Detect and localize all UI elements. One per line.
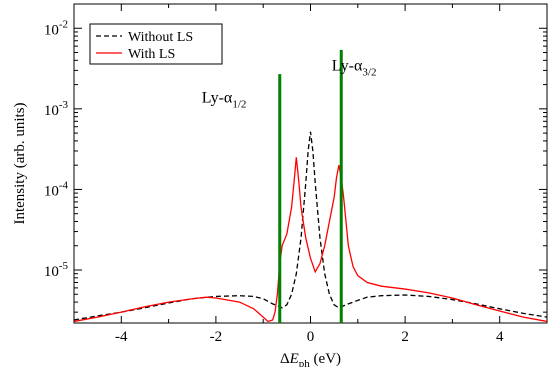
x-tick-label: 4 (496, 329, 504, 345)
annotation-ly-alpha-3-2-sub: 3/2 (362, 66, 376, 78)
legend-label-with-ls: With LS (128, 47, 175, 62)
x-axis-label-delta: Δ (280, 351, 290, 367)
annotation-ly-alpha-3-2-prefix: Ly- (332, 57, 354, 74)
x-axis-label-var: E (289, 351, 299, 367)
y-axis-label: Intensity (arb. units) (12, 102, 28, 224)
y-tick-label: 10-4 (44, 179, 69, 199)
y-tick-label: 10-5 (44, 260, 69, 280)
series-line-with-ls (73, 157, 548, 323)
x-axis-label-unit: (eV) (310, 351, 341, 367)
annotation-ly-alpha-3-2: Ly-α3/2 (332, 57, 377, 78)
annotation-ly-alpha-1-2-greek: α (224, 89, 233, 106)
x-axis-label: ΔEph (eV) (280, 351, 341, 367)
legend-label-without-ls: Without LS (128, 30, 193, 45)
annotation-ly-alpha-1-2: Ly-α1/2 (202, 89, 247, 110)
annotation-ly-alpha-3-2-greek: α (354, 57, 363, 74)
axis-ticks: -4 -2 0 2 4 10-5 10-4 10-3 10-2 (44, 3, 548, 345)
series-group (73, 131, 548, 323)
y-tick-label: 10-2 (44, 18, 68, 38)
x-tick-label: -4 (115, 329, 128, 345)
y-tick-label: 10-3 (44, 99, 69, 119)
x-axis-label-sub: ph (299, 358, 311, 367)
legend-box (89, 23, 223, 65)
annotation-ly-alpha-1-2-sub: 1/2 (232, 98, 246, 110)
series-line-without-ls (73, 131, 548, 321)
x-tick-label: -2 (210, 329, 223, 345)
x-tick-label: 2 (401, 329, 409, 345)
legend: Without LS With LS (89, 23, 223, 65)
vertical-lines-group (278, 49, 343, 323)
annotation-ly-alpha-1-2-prefix: Ly- (202, 89, 224, 106)
x-tick-label: 0 (307, 329, 315, 345)
